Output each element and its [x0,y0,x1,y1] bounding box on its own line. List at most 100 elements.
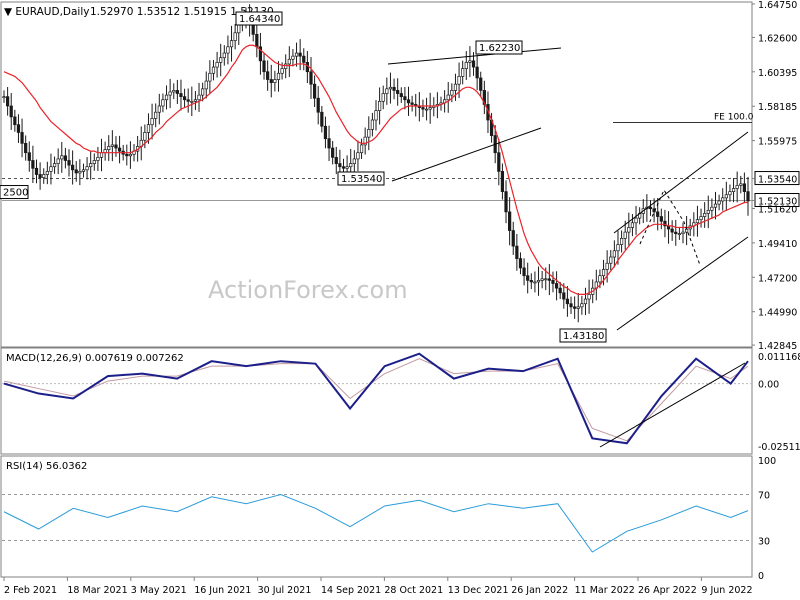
watermark: ActionForex.com [208,276,408,304]
candle-body [294,52,299,57]
macd-y-label: 0.00 [758,380,779,391]
candle-body [612,250,616,258]
candle-body [287,58,291,65]
candle-body [367,128,371,138]
x-tick-label: 14 Sep 2021 [321,585,381,596]
x-tick-label: 16 Jun 2021 [194,585,251,596]
candle-body [197,94,201,101]
level-tag-text: 2500 [3,188,28,199]
candle-body [385,88,389,94]
candle-body [56,158,60,164]
candle-body [31,160,35,169]
candle-body [562,292,566,300]
candle-body [522,267,526,277]
x-tick-label: 11 Mar 2022 [575,585,635,596]
candle-body [266,71,270,80]
candle-body [428,107,432,110]
candle-body [457,76,461,85]
candle-body [74,169,78,174]
candle-body [363,136,367,146]
candle-body [388,86,393,90]
trendline-lower-2021 [391,127,542,182]
candle-body [99,152,104,158]
candle-body [280,68,284,74]
candle-body [154,111,158,119]
candle-body [161,99,165,107]
candle-body [352,158,356,164]
macd-title: MACD(12,26,9) 0.007619 0.007262 [6,353,184,364]
x-tick-label: 30 Jul 2021 [258,585,312,596]
candle-body [461,68,465,77]
candle-body [703,213,707,217]
price-label-1.43180: 1.43180 [559,328,607,343]
candle-body [81,169,86,172]
rsi-y-label: 70 [758,491,770,502]
candle-body [475,66,479,79]
candle-body [381,93,385,102]
price-label-text: 1.53540 [341,174,382,185]
candle-body [20,132,24,144]
rsi-line [3,493,749,553]
y-tick-label: 1.64750 [758,0,797,11]
candle-body [38,174,42,178]
candle-body [717,200,721,205]
candle-body [9,105,13,118]
candle-body [634,217,638,224]
candle-body [16,124,21,133]
price-annotations: 1.64340 1.62230 1.53540 1.43180 2500 [0,11,607,343]
candle-body [627,227,631,233]
candle-body [60,155,64,160]
candle-body [500,171,505,192]
candle-body [619,237,624,245]
candle-body [421,107,425,110]
candle-body [576,306,580,309]
candle-body [258,46,263,62]
y-tick-label: 1.49410 [758,239,797,250]
candle-body [659,216,663,222]
rsi-y-label: 30 [758,537,770,548]
price-panel-border [0,1,753,348]
candle-body [341,166,346,169]
candle-body [204,80,208,90]
candle-body [201,88,205,96]
candle-body [52,163,57,168]
price-label-1.64340: 1.64340 [235,11,283,26]
candle-body [211,66,216,74]
candle-body [359,144,364,154]
candle-body [399,93,403,97]
candle-body [128,153,133,157]
candle-body [677,233,681,236]
candle-body [291,55,295,60]
candle-body [215,62,219,68]
rsi-y-label: 0 [758,571,764,582]
candle-body [558,287,562,294]
y-tick-label: 1.42845 [758,341,797,352]
candle-body [598,275,602,283]
candle-body [114,144,118,149]
price-label-text: 1.64340 [239,14,280,25]
candle-body [34,167,39,175]
candle-body [573,306,577,309]
candle-body [150,118,154,126]
candle-body [316,97,320,113]
candle-body [739,183,743,186]
x-tick-label: 26 Apr 2022 [638,585,697,596]
candle-body [544,278,548,281]
candle-body [63,155,68,161]
candle-body [464,62,468,69]
trendline-upper-2021 [387,47,562,65]
candle-body [146,124,151,133]
candle-body [2,96,6,98]
x-tick-label: 9 Jun 2022 [701,585,752,596]
candle-body [569,303,573,308]
candle-body [374,110,378,121]
candle-body [424,108,429,111]
candle-body [554,283,559,289]
price-label-1.62230: 1.62230 [475,40,523,55]
ohlc-readout: 1.52970 1.53512 1.51915 1.52130 [90,6,274,18]
price-label-text: 1.43180 [563,331,604,342]
candle-body [551,280,555,284]
candle-body [27,152,31,161]
candle-body [67,160,71,166]
